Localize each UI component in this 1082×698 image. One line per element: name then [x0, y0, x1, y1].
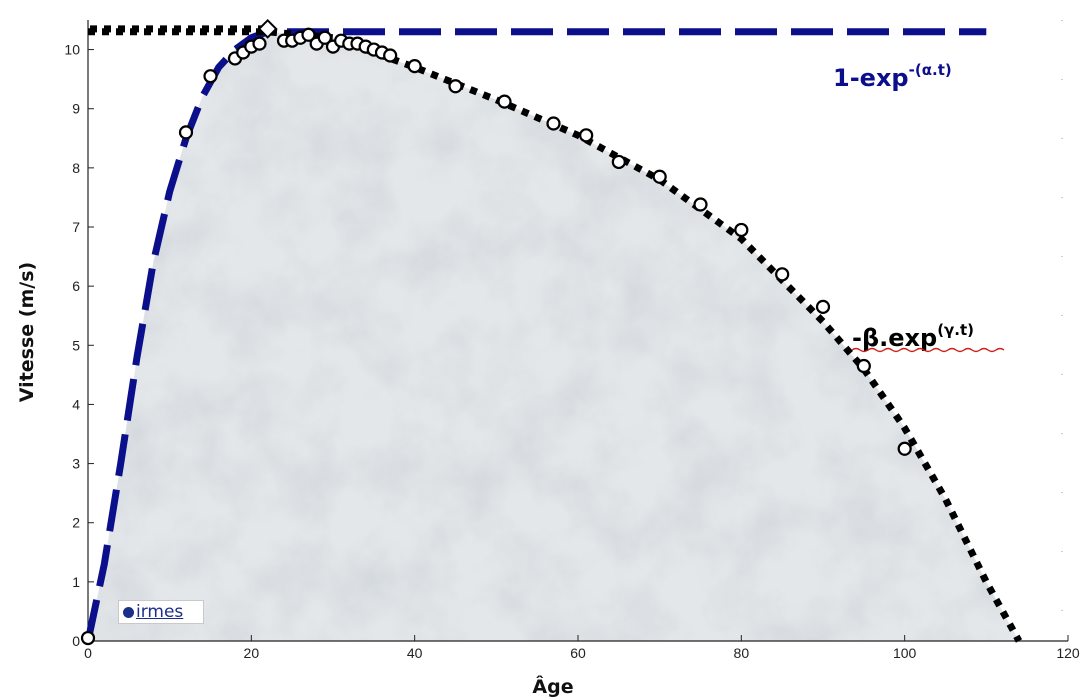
- y-tick-label: 4: [72, 396, 80, 412]
- data-point: [546, 116, 561, 131]
- y-axis-title: Vitesse (m/s): [16, 262, 38, 402]
- data-markers: [80, 27, 912, 646]
- plot-area: [88, 28, 1019, 641]
- peak-marker: [257, 18, 278, 39]
- data-point: [317, 30, 332, 45]
- x-tick-label: 20: [244, 645, 260, 661]
- data-point: [579, 128, 594, 143]
- y-tick-label: 10: [64, 42, 80, 58]
- curve1-label: 1-exp-(α.t): [833, 61, 952, 92]
- data-point: [693, 197, 708, 212]
- logo-dot-icon: [123, 606, 134, 618]
- data-point: [652, 169, 667, 184]
- x-axis-title: Âge: [532, 675, 573, 698]
- logo-irmes: irmes: [118, 600, 204, 624]
- data-point: [611, 154, 626, 170]
- y-tick-label: 1: [72, 574, 80, 590]
- logo-text: irmes: [136, 602, 184, 622]
- data-point: [178, 125, 194, 140]
- x-tick-label: 40: [407, 645, 423, 661]
- y-tick-label: 6: [72, 278, 80, 294]
- y-tick-label: 8: [72, 160, 80, 176]
- data-point: [897, 441, 912, 456]
- y-tick-label: 3: [72, 456, 80, 472]
- curve2-label: -β.exp(γ.t): [852, 321, 974, 352]
- data-point: [252, 36, 267, 51]
- series-line-dashed: [84, 28, 987, 642]
- y-tick-label: 7: [72, 219, 80, 235]
- curve2-label-sup: (γ.t): [937, 321, 974, 339]
- data-point: [734, 222, 749, 238]
- y-axis-ticks: 0 1 2 3 4 5 6 7 8 9 10: [64, 42, 94, 649]
- y-tick-label: 0: [72, 633, 80, 649]
- data-point: [383, 48, 398, 63]
- curve2-label-base: -β.exp: [852, 324, 937, 352]
- curve1-label-base: 1-exp: [833, 64, 909, 92]
- x-tick-label: 0: [84, 645, 92, 661]
- x-tick-label: 120: [1056, 645, 1080, 661]
- data-point: [80, 630, 96, 646]
- y-tick-label: 9: [72, 101, 80, 117]
- y-tick-label: 2: [72, 515, 80, 531]
- data-point: [407, 59, 422, 74]
- x-tick-label: 100: [893, 645, 917, 661]
- data-point: [775, 267, 790, 282]
- x-tick-label: 60: [570, 645, 586, 661]
- x-tick-label: 80: [734, 645, 750, 661]
- data-point: [301, 27, 316, 42]
- data-point: [203, 69, 218, 84]
- data-point: [497, 94, 512, 109]
- data-point: [815, 299, 831, 314]
- y-tick-label: 5: [72, 337, 80, 353]
- curve2-label-underline: [851, 347, 1005, 353]
- marble-texture: [88, 28, 1019, 641]
- curve1-label-sup: -(α.t): [909, 61, 952, 79]
- data-point: [448, 79, 463, 94]
- data-point: [856, 358, 871, 374]
- x-axis-ticks: 0 20 40 60 80 100 120: [84, 635, 1080, 661]
